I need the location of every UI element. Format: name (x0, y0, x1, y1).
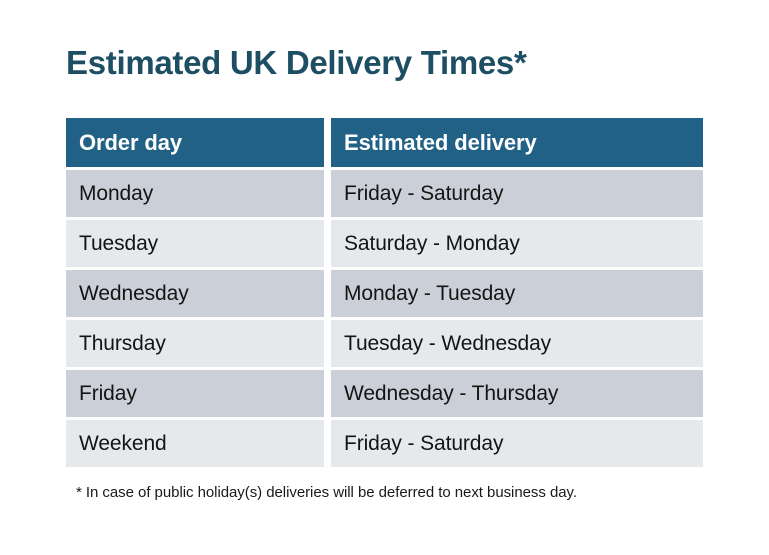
table-row: Thursday Tuesday - Wednesday (66, 320, 703, 367)
cell-estimated-delivery-text: Friday - Saturday (344, 181, 504, 205)
cell-order-day: Tuesday (66, 220, 324, 267)
footnote-text: * In case of public holiday(s) deliverie… (76, 484, 577, 501)
cell-estimated-delivery-text: Wednesday - Thursday (344, 381, 559, 405)
cell-order-day: Monday (66, 170, 324, 217)
table-row: Wednesday Monday - Tuesday (66, 270, 703, 317)
cell-order-day-text: Friday (79, 381, 137, 405)
cell-order-day: Friday (66, 370, 324, 417)
cell-order-day: Wednesday (66, 270, 324, 317)
cell-order-day-text: Thursday (79, 331, 166, 355)
cell-estimated-delivery: Monday - Tuesday (331, 270, 703, 317)
cell-estimated-delivery-text: Friday - Saturday (344, 431, 504, 455)
cell-estimated-delivery: Friday - Saturday (331, 420, 703, 467)
table-row: Monday Friday - Saturday (66, 170, 703, 217)
page-title: Estimated UK Delivery Times* (66, 44, 527, 81)
cell-order-day-text: Monday (79, 181, 154, 205)
cell-estimated-delivery: Saturday - Monday (331, 220, 703, 267)
cell-estimated-delivery-text: Monday - Tuesday (344, 281, 516, 305)
delivery-times-table: Order day Estimated delivery Monday Frid… (66, 118, 703, 467)
cell-estimated-delivery: Wednesday - Thursday (331, 370, 703, 417)
cell-estimated-delivery: Tuesday - Wednesday (331, 320, 703, 367)
cell-order-day: Weekend (66, 420, 324, 467)
cell-order-day: Thursday (66, 320, 324, 367)
table-row: Friday Wednesday - Thursday (66, 370, 703, 417)
cell-order-day-text: Wednesday (79, 281, 189, 305)
cell-estimated-delivery-text: Tuesday - Wednesday (344, 331, 552, 355)
column-header-estimated-delivery: Estimated delivery (331, 118, 703, 167)
column-header-order-day-label: Order day (79, 129, 183, 155)
cell-estimated-delivery-text: Saturday - Monday (344, 231, 520, 255)
cell-order-day-text: Weekend (79, 431, 167, 455)
column-header-estimated-delivery-label: Estimated delivery (344, 129, 537, 155)
table-header-row: Order day Estimated delivery (66, 118, 703, 167)
table-row: Tuesday Saturday - Monday (66, 220, 703, 267)
column-header-order-day: Order day (66, 118, 324, 167)
cell-order-day-text: Tuesday (79, 231, 159, 255)
table-row: Weekend Friday - Saturday (66, 420, 703, 467)
cell-estimated-delivery: Friday - Saturday (331, 170, 703, 217)
